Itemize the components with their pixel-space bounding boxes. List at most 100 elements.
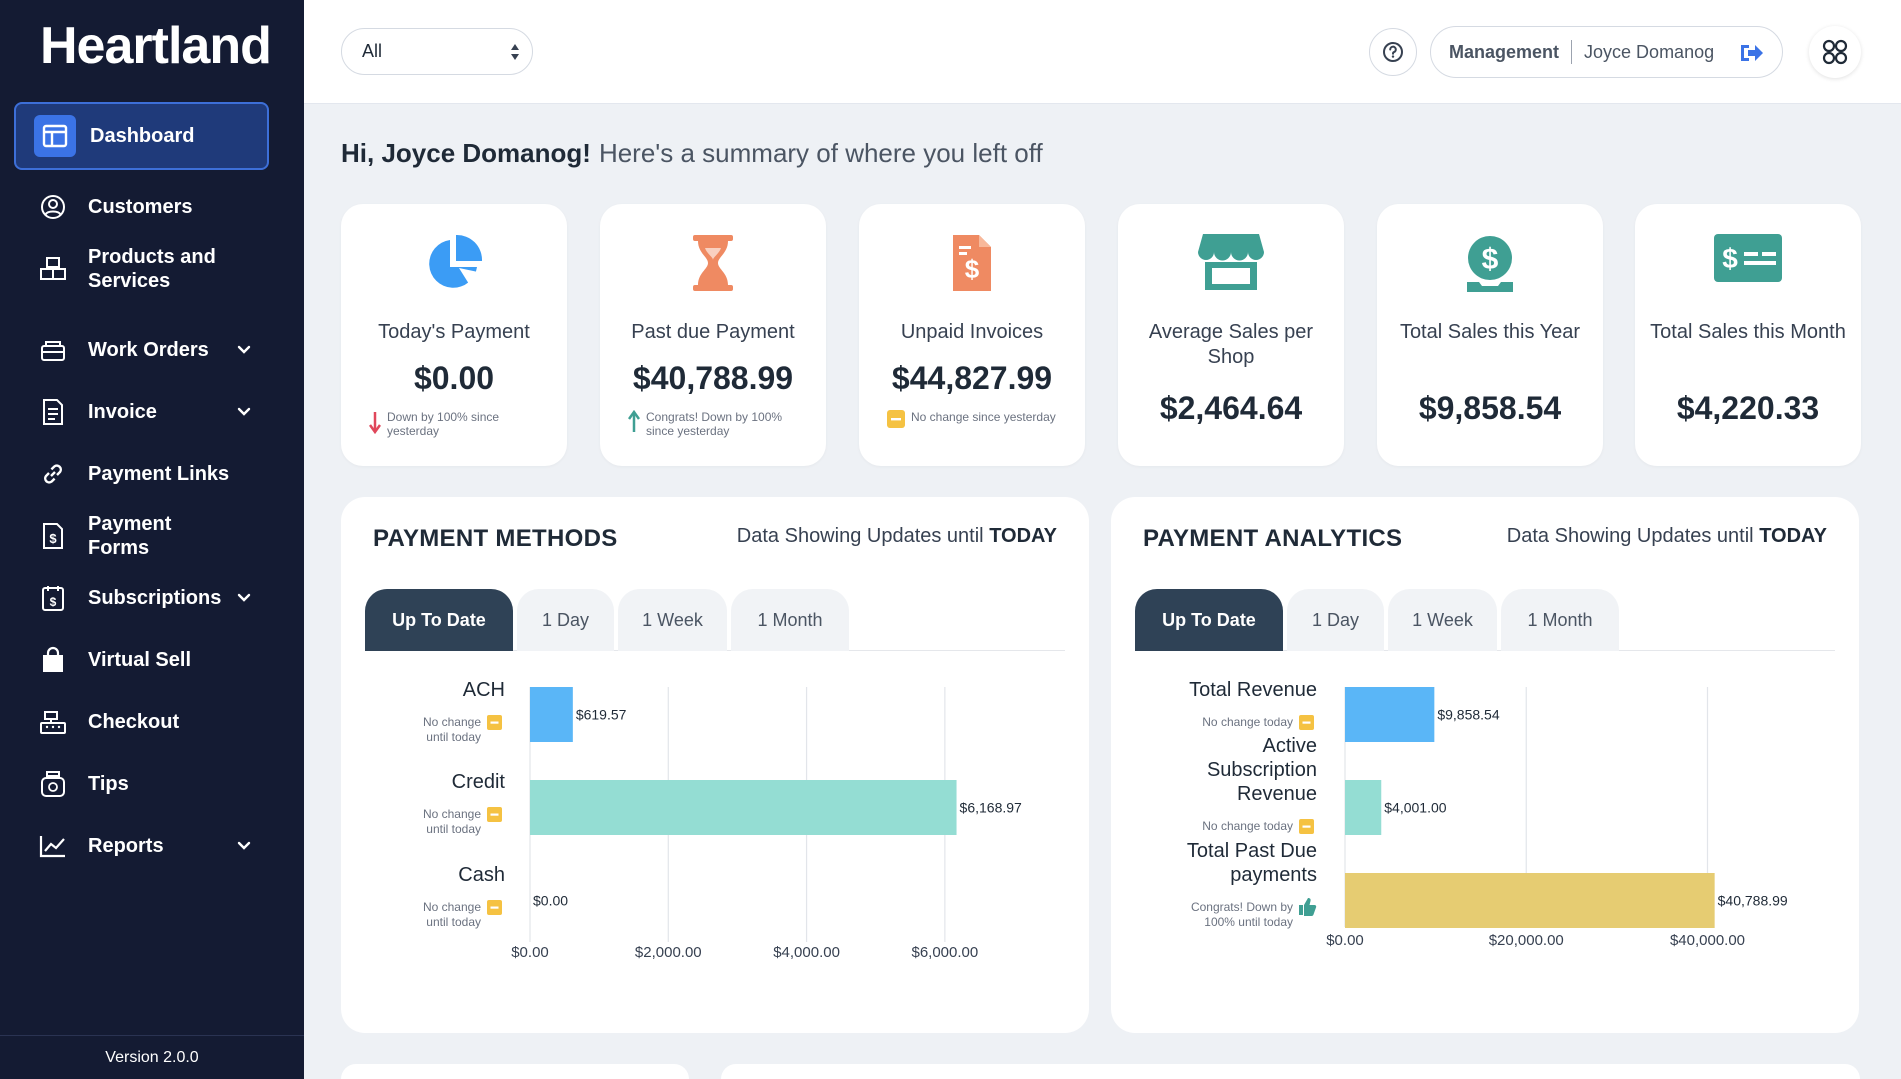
panel-title: PAYMENT METHODS <box>373 525 618 552</box>
user-menu[interactable]: Management Joyce Domanog <box>1430 26 1783 78</box>
filter-selected-value: All <box>362 41 383 61</box>
version-label: Version 2.0.0 <box>0 1035 304 1079</box>
card-trend-note: Down by 100% since yesterday <box>368 410 539 439</box>
tab-1-week[interactable]: 1 Week <box>618 589 727 651</box>
help-button[interactable] <box>1369 28 1417 76</box>
x-tick-label: $6,000.00 <box>911 944 978 961</box>
brand-logo: Heartland <box>40 17 272 75</box>
card-trend-note: Congrats! Down by 100% since yesterday <box>627 409 798 439</box>
card-value: $9,858.54 <box>1418 390 1562 426</box>
sidebar-item-products-and-services[interactable]: Products and Services <box>14 235 269 303</box>
summary-card: $ Unpaid Invoices $44,827.99 No change sinc… <box>859 204 1085 466</box>
bar <box>1345 687 1435 742</box>
chevron-down-icon[interactable] <box>237 837 251 855</box>
card-title: Total Sales this Month <box>1650 321 1846 343</box>
x-tick-label: $4,000.00 <box>773 944 840 961</box>
sidebar-item-subscriptions[interactable]: $ Subscriptions <box>14 564 269 632</box>
payment-form-icon: $ <box>32 515 74 557</box>
tips-jar-icon <box>32 763 74 805</box>
x-tick-label: $20,000.00 <box>1489 932 1564 949</box>
bottom-card <box>721 1064 1860 1079</box>
category-label: payments <box>1230 864 1317 886</box>
sidebar-item-label: Dashboard <box>90 125 195 147</box>
bar <box>1345 780 1382 835</box>
sidebar-item-customers[interactable]: Customers <box>14 173 269 241</box>
sidebar-item-label: Invoice <box>88 401 157 423</box>
tab-1-day[interactable]: 1 Day <box>517 589 614 651</box>
summary-card: Average Sales per Shop $2,464.64 <box>1118 204 1344 466</box>
user-role: Management <box>1449 41 1560 62</box>
category-note: No change <box>423 715 481 729</box>
card-note-text: Congrats! Down by 100% since yesterday <box>646 410 783 438</box>
chevron-down-icon[interactable] <box>237 403 251 421</box>
cash-register-icon <box>32 701 74 743</box>
category-note: until today <box>426 915 481 929</box>
sidebar-item-label: Reports <box>88 835 164 857</box>
svg-text:$: $ <box>50 595 57 609</box>
card-icon: $ <box>859 232 1085 296</box>
minus-icon-bar <box>490 813 499 816</box>
sidebar-item-dashboard[interactable]: Dashboard <box>14 102 269 170</box>
work-orders-icon <box>32 329 74 371</box>
category-label: Subscription <box>1207 759 1317 781</box>
sidebar-item-payment-links[interactable]: Payment Links <box>14 440 269 508</box>
updates-suffix: TODAY <box>989 525 1057 547</box>
arrow-down-icon <box>368 410 382 439</box>
thumbs-up-icon <box>1299 898 1317 916</box>
payment-analytics-panel: PAYMENT ANALYTICS Data Showing Updates u… <box>1111 497 1859 1033</box>
category-label: ACH <box>463 679 505 701</box>
card-title: Unpaid Invoices <box>900 321 1044 343</box>
bar-value-label: $0.00 <box>533 893 568 909</box>
bar-value-label: $619.57 <box>576 707 627 723</box>
sidebar-item-label: Checkout <box>88 711 180 733</box>
invoice-icon <box>32 391 74 433</box>
tab-up-to-date[interactable]: Up To Date <box>1135 589 1283 651</box>
sidebar-item-invoice[interactable]: Invoice <box>14 378 269 446</box>
sidebar-item-payment-forms[interactable]: $ Payment Forms <box>14 502 269 570</box>
chevron-down-icon[interactable] <box>237 589 251 607</box>
sidebar-item-label: Work Orders <box>88 339 209 361</box>
card-value: $0.00 <box>413 360 495 396</box>
tab-1-day[interactable]: 1 Day <box>1287 589 1384 651</box>
select-arrows-icon <box>511 44 519 60</box>
sidebar-item-reports[interactable]: Reports <box>14 812 269 880</box>
divider <box>1571 40 1573 64</box>
svg-text:$: $ <box>965 254 980 284</box>
card-title: Past due Payment <box>631 321 795 343</box>
bottom-card <box>341 1064 689 1079</box>
sidebar-item-tips[interactable]: Tips <box>14 750 269 818</box>
summary-card: $ Total Sales this Year $9,858.54 <box>1377 204 1603 466</box>
shop-filter-select[interactable]: All <box>341 28 533 75</box>
sidebar-item-work-orders[interactable]: Work Orders <box>14 316 269 384</box>
summary-card: $ Total Sales this Month $4,220.33 <box>1635 204 1861 466</box>
payment-methods-panel: PAYMENT METHODS Data Showing Updates unt… <box>341 497 1089 1033</box>
greeting: Hi, Joyce Domanog! Here's a summary of wh… <box>341 138 1043 169</box>
sidebar-item-label: Payment Forms <box>88 513 172 559</box>
category-note: No change today <box>1202 715 1293 729</box>
tab-1-month[interactable]: 1 Month <box>1501 589 1619 651</box>
minus-icon-bar <box>1302 721 1311 724</box>
payment-methods-chart: $0.00 $2,000.00 $4,000.00 $6,000.00 $619.57 A… <box>423 679 1022 961</box>
tab-1-month[interactable]: 1 Month <box>731 589 849 651</box>
tab-1-week[interactable]: 1 Week <box>1388 589 1497 651</box>
sidebar-item-checkout[interactable]: Checkout <box>14 688 269 756</box>
chevron-down-icon[interactable] <box>237 341 251 359</box>
apps-button[interactable] <box>1809 26 1861 78</box>
updates-prefix: Data Showing Updates until <box>736 525 984 547</box>
subscriptions-icon: $ <box>32 577 74 619</box>
category-note: No change <box>423 807 481 821</box>
bar <box>530 687 573 742</box>
card-title: Today's Payment <box>378 321 530 343</box>
link-icon <box>32 453 74 495</box>
help-icon <box>1383 42 1403 62</box>
summary-card: Past due Payment $40,788.99 Congrats! Down… <box>600 204 826 466</box>
sidebar-item-virtual-sell[interactable]: Virtual Sell <box>14 626 269 694</box>
svg-text:$: $ <box>1722 243 1738 274</box>
x-tick-label: $0.00 <box>511 944 549 961</box>
card-value: $44,827.99 <box>891 360 1053 396</box>
tab-up-to-date[interactable]: Up To Date <box>365 589 513 651</box>
minus-icon-bar <box>1302 825 1311 828</box>
logout-icon[interactable] <box>1738 41 1764 65</box>
category-note: Congrats! Down by <box>1191 900 1293 914</box>
chart-line-icon <box>32 825 74 867</box>
